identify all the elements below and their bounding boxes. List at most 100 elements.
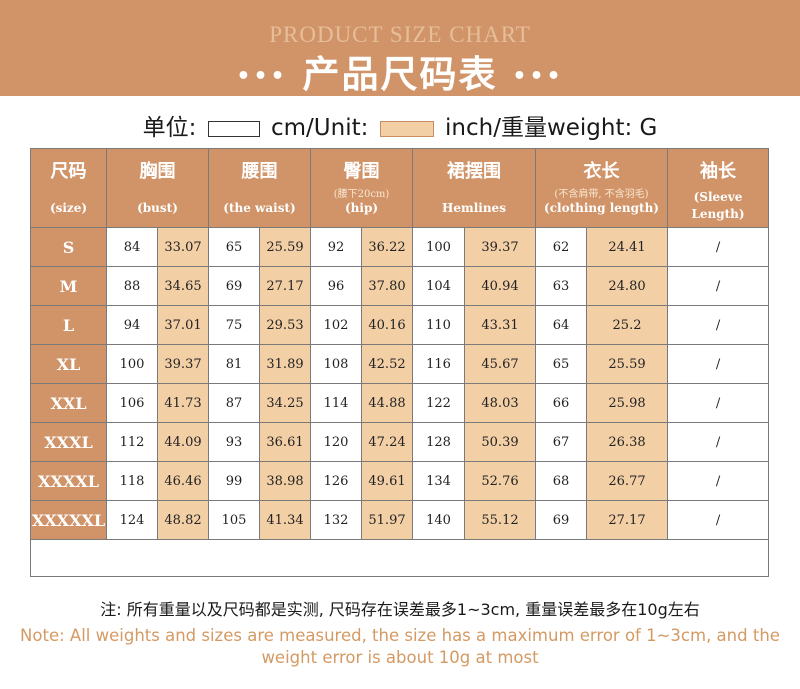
size-label-cell: XXXL [30, 422, 107, 462]
dots-left-decoration: ••• [236, 64, 288, 89]
hem-cm-cell: 134 [412, 461, 465, 501]
size-label-cell: XXL [30, 383, 107, 423]
title-banner: PRODUCT SIZE CHART ••• 产品尺码表 ••• [0, 0, 800, 96]
sleeve-length-cell: / [667, 266, 770, 306]
waist-inch-cell: 41.34 [259, 500, 311, 540]
table-header-row: 尺码 (size) 胸围 (bust) 腰围 (the waist) 臀围 (腰… [30, 148, 770, 228]
hip-inch-cell: 40.16 [361, 305, 413, 345]
inch-swatch [379, 120, 434, 137]
header-waist: 腰围 (the waist) [208, 148, 311, 228]
length-inch-cell: 25.59 [585, 344, 669, 384]
hem-inch-cell: 39.37 [464, 227, 536, 267]
table-row: S 84 33.07 65 25.59 92 36.22 100 39.37 62 24.41/ [30, 227, 770, 267]
hip-cm-cell: 114 [310, 383, 362, 423]
length-cm-cell: 63 [535, 266, 587, 306]
hip-inch-cell: 51.97 [361, 500, 413, 540]
hem-cm-cell: 140 [412, 500, 465, 540]
length-inch-cell: 26.77 [585, 461, 669, 501]
sleeve-length-cell: / [667, 344, 770, 384]
hem-inch-cell: 55.12 [464, 500, 536, 540]
hem-cm-cell: 128 [412, 422, 465, 462]
hip-cm-cell: 92 [310, 227, 362, 267]
size-label-cell: XL [30, 344, 107, 384]
sleeve-length-cell: / [667, 422, 770, 462]
note-english: Note: All weights and sizes are measured… [20, 626, 780, 667]
header-clothing-length: 衣长 (不含肩带, 不含羽毛) (clothing length) [534, 148, 669, 228]
header-size: 尺码 (size) [30, 148, 107, 228]
empty-row [29, 539, 770, 577]
cm-unit-text: cm/Unit: [271, 115, 369, 141]
bust-inch-cell: 41.73 [157, 383, 209, 423]
note-chinese: 注: 所有重量以及尺码都是实测, 尺码存在误差最多1~3cm, 重量误差最多在1… [100, 600, 700, 619]
hem-cm-cell: 100 [412, 227, 465, 267]
hip-inch-cell: 42.52 [361, 344, 413, 384]
hem-inch-cell: 50.39 [464, 422, 536, 462]
size-label-cell: XXXXXL [30, 500, 107, 540]
length-inch-cell: 25.98 [585, 383, 669, 423]
hem-inch-cell: 40.94 [464, 266, 536, 306]
cm-swatch [207, 120, 260, 137]
header-hemlines: 裙摆围 Hemlines [412, 148, 536, 228]
waist-cm-cell: 99 [208, 461, 260, 501]
hem-inch-cell: 43.31 [464, 305, 536, 345]
length-cm-cell: 67 [535, 422, 587, 462]
waist-cm-cell: 87 [208, 383, 260, 423]
waist-inch-cell: 31.89 [259, 344, 311, 384]
size-rows: S 84 33.07 65 25.59 92 36.22 100 39.37 62 24.41/M 8… [29, 227, 770, 577]
table-row: XL 100 39.37 81 31.89 108 42.52 116 45.67 65 25.59… [30, 344, 770, 384]
bust-inch-cell: 44.09 [157, 422, 209, 462]
waist-inch-cell: 38.98 [259, 461, 311, 501]
waist-inch-cell: 27.17 [259, 266, 311, 306]
bust-cm-cell: 124 [106, 500, 158, 540]
waist-cm-cell: 65 [208, 227, 260, 267]
length-inch-cell: 27.17 [585, 500, 669, 540]
hip-inch-cell: 47.24 [361, 422, 413, 462]
size-label-cell: XXXXL [30, 461, 107, 501]
hip-inch-cell: 44.88 [361, 383, 413, 423]
size-label-cell: M [30, 266, 107, 306]
hip-cm-cell: 108 [310, 344, 362, 384]
unit-legend: 单位: cm/Unit: inch/重量weight: G [0, 108, 800, 142]
bust-cm-cell: 112 [106, 422, 158, 462]
waist-inch-cell: 25.59 [259, 227, 311, 267]
hip-cm-cell: 132 [310, 500, 362, 540]
hem-inch-cell: 45.67 [464, 344, 536, 384]
table-row: XXL 106 41.73 87 34.25 114 44.88 122 48.03 66 25.9… [30, 383, 770, 423]
hip-inch-cell: 36.22 [361, 227, 413, 267]
banner-title: ••• 产品尺码表 ••• [0, 44, 800, 98]
length-inch-cell: 24.80 [585, 266, 669, 306]
waist-cm-cell: 69 [208, 266, 260, 306]
header-bust: 胸围 (bust) [106, 148, 209, 228]
bust-inch-cell: 33.07 [157, 227, 209, 267]
length-cm-cell: 62 [535, 227, 587, 267]
bust-cm-cell: 88 [106, 266, 158, 306]
table-row: L 94 37.01 75 29.53 102 40.16 110 43.31 64 25.2/ [30, 305, 770, 345]
unit-label: 单位: [142, 115, 197, 141]
table-row: XXXXL 118 46.46 99 38.98 126 49.61 134 52.76 68 26… [30, 461, 770, 501]
bust-inch-cell: 34.65 [157, 266, 209, 306]
bust-inch-cell: 37.01 [157, 305, 209, 345]
length-cm-cell: 64 [535, 305, 587, 345]
hem-cm-cell: 122 [412, 383, 465, 423]
empty-cell [29, 539, 770, 577]
length-cm-cell: 66 [535, 383, 587, 423]
hip-cm-cell: 102 [310, 305, 362, 345]
length-inch-cell: 26.38 [585, 422, 669, 462]
waist-cm-cell: 93 [208, 422, 260, 462]
waist-cm-cell: 81 [208, 344, 260, 384]
hip-cm-cell: 126 [310, 461, 362, 501]
inch-unit-text: inch/重量weight: G [445, 115, 658, 141]
length-inch-cell: 24.41 [585, 227, 669, 267]
sleeve-length-cell: / [667, 383, 770, 423]
header-sleeve-length: 袖长 (Sleeve Length) [667, 148, 770, 228]
sleeve-length-cell: / [667, 461, 770, 501]
size-label-cell: L [30, 305, 107, 345]
size-label-cell: S [30, 227, 107, 267]
bust-inch-cell: 39.37 [157, 344, 209, 384]
hip-cm-cell: 120 [310, 422, 362, 462]
waist-cm-cell: 105 [208, 500, 260, 540]
bust-cm-cell: 100 [106, 344, 158, 384]
bust-cm-cell: 84 [106, 227, 158, 267]
waist-inch-cell: 36.61 [259, 422, 311, 462]
hem-inch-cell: 52.76 [464, 461, 536, 501]
